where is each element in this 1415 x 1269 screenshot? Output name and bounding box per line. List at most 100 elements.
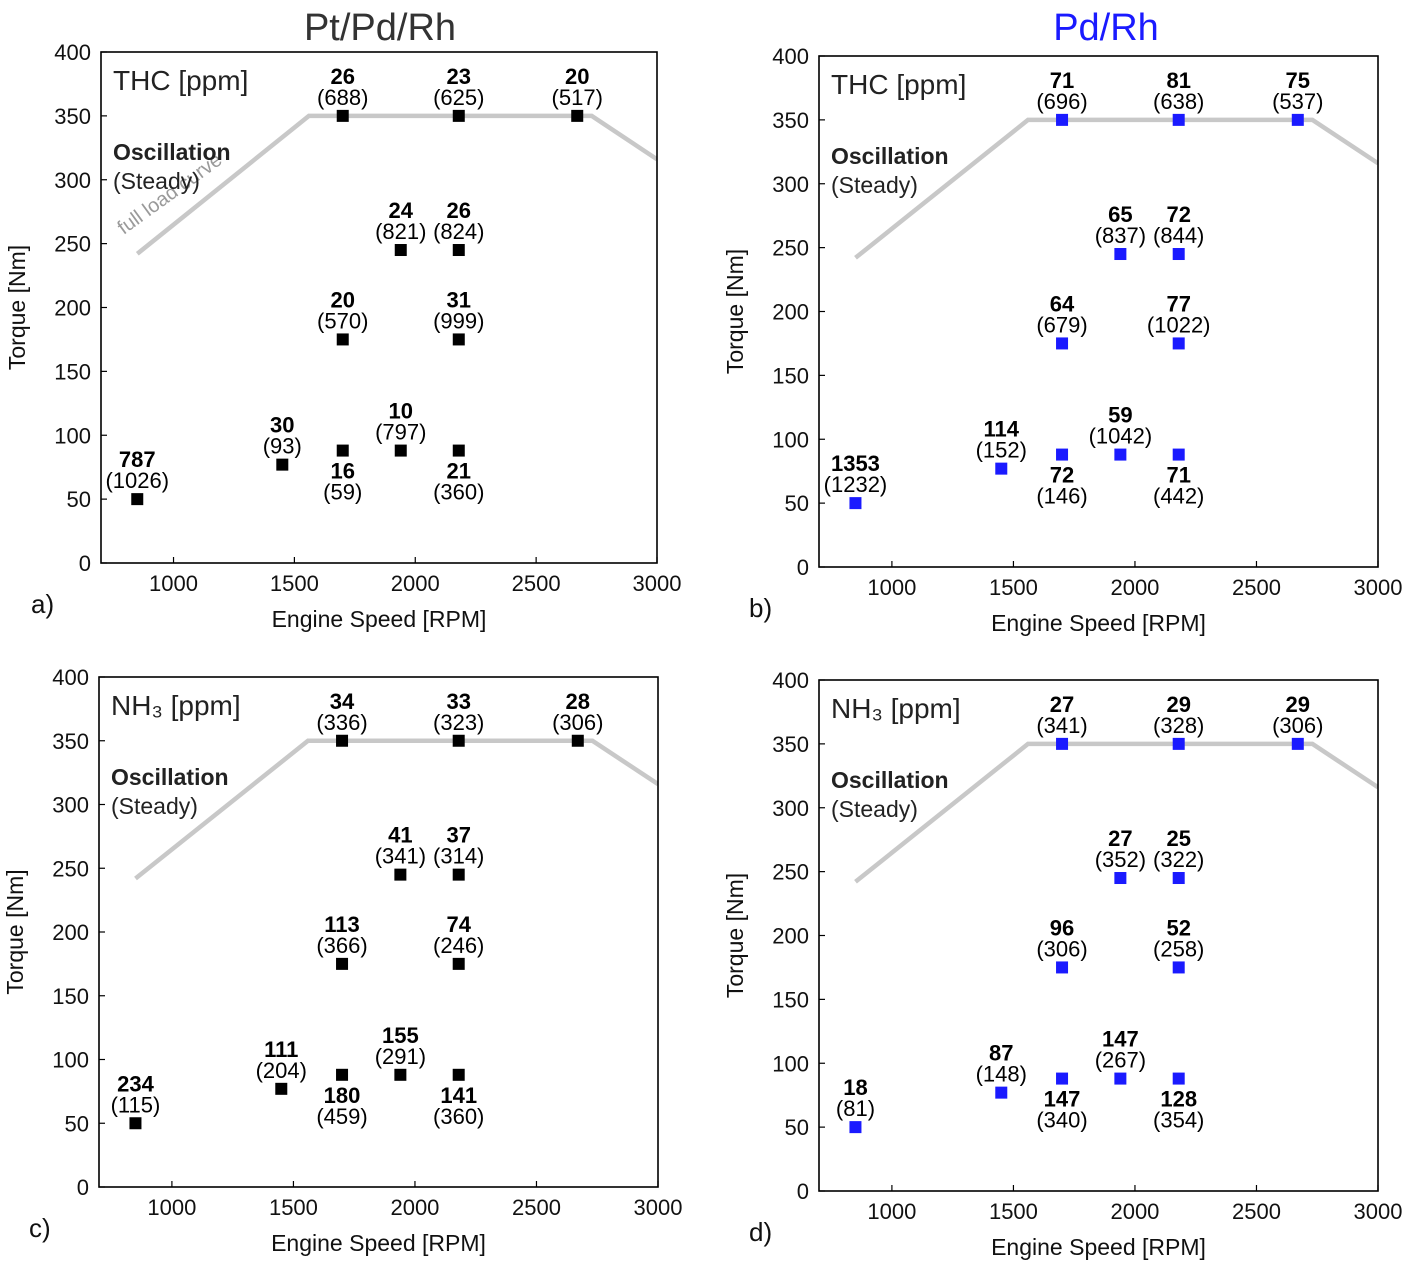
steady-label: (Steady): [831, 172, 918, 198]
y-axis-label: Torque [Nm]: [4, 245, 30, 370]
x-tick-label: 2500: [512, 571, 561, 596]
y-tick-label: 400: [52, 665, 89, 690]
x-tick-label: 2000: [390, 1195, 439, 1220]
data-point-marker: [129, 1117, 142, 1130]
y-tick-label: 250: [52, 856, 89, 881]
quantity-label: THC [ppm]: [113, 65, 248, 96]
data-point-marker: [1114, 448, 1127, 461]
data-point-value: 31: [447, 287, 471, 312]
data-point-marker: [394, 1068, 407, 1081]
oscillation-label: Oscillation: [831, 767, 949, 793]
y-tick-label: 300: [54, 168, 91, 193]
x-tick-label: 3000: [633, 571, 682, 596]
data-point-marker: [394, 244, 407, 257]
y-tick-label: 300: [772, 172, 809, 197]
data-point-value: 10: [389, 399, 413, 424]
x-tick-label: 1000: [147, 1195, 196, 1220]
y-tick-label: 100: [52, 1048, 89, 1073]
data-point-value: 28: [566, 689, 590, 714]
full-load-curve: [854, 741, 1378, 884]
data-point-value: 18: [843, 1075, 867, 1100]
y-tick-label: 200: [772, 924, 809, 949]
y-tick-label: 50: [65, 1111, 89, 1136]
data-point-value: 29: [1286, 692, 1310, 717]
data-point-paren-value: (81): [836, 1096, 875, 1121]
data-point-value: 27: [1050, 692, 1074, 717]
data-point-marker: [1056, 113, 1069, 126]
y-tick-label: 400: [772, 668, 809, 693]
data-point-value: 16: [330, 459, 354, 484]
data-point-marker: [571, 109, 584, 122]
y-tick-label: 350: [54, 104, 91, 129]
data-point-marker: [995, 462, 1008, 475]
data-point-marker: [452, 734, 465, 747]
data-point-paren-value: (341): [1036, 713, 1087, 738]
data-point-paren-value: (638): [1153, 89, 1204, 114]
data-point-paren-value: (1026): [105, 468, 169, 493]
data-point-marker: [1056, 448, 1069, 461]
y-tick-label: 400: [54, 40, 91, 65]
column-title-right: Pd/Rh: [1053, 7, 1159, 49]
steady-label: (Steady): [113, 168, 200, 194]
y-tick-label: 50: [67, 487, 91, 512]
data-point-value: 155: [382, 1023, 419, 1048]
data-point-paren-value: (115): [111, 1092, 161, 1117]
data-point-marker: [849, 497, 862, 510]
data-point-marker: [1172, 1072, 1185, 1085]
data-point-paren-value: (999): [433, 308, 484, 333]
oscillation-label: Oscillation: [113, 139, 231, 165]
axes-frame: [818, 55, 1379, 568]
y-tick-label: 100: [772, 1051, 809, 1076]
data-point-marker: [452, 109, 465, 122]
data-point-value: 147: [1102, 1027, 1139, 1052]
data-point-paren-value: (306): [552, 710, 603, 735]
data-point-value: 27: [1108, 826, 1132, 851]
data-point-paren-value: (1232): [824, 472, 888, 497]
data-point-paren-value: (246): [433, 933, 484, 958]
y-tick-label: 100: [54, 423, 91, 448]
data-point-paren-value: (291): [375, 1044, 426, 1069]
data-point-paren-value: (59): [323, 480, 362, 505]
full-load-curve: [135, 113, 657, 256]
data-point-paren-value: (459): [316, 1104, 367, 1129]
x-tick-label: 1500: [270, 571, 319, 596]
data-point-paren-value: (336): [316, 710, 367, 735]
data-point-paren-value: (93): [263, 434, 302, 459]
data-point-marker: [1291, 737, 1304, 750]
data-point-paren-value: (360): [433, 1104, 484, 1129]
data-point-marker: [131, 493, 144, 506]
data-point-value: 72: [1050, 463, 1074, 488]
data-point-paren-value: (688): [317, 85, 368, 110]
data-point-paren-value: (328): [1153, 713, 1204, 738]
data-point-paren-value: (258): [1153, 936, 1204, 961]
data-point-paren-value: (1022): [1147, 312, 1211, 337]
y-tick-label: 50: [785, 1115, 809, 1140]
data-point-marker: [276, 458, 289, 471]
data-point-value: 96: [1050, 915, 1074, 940]
data-point-value: 34: [330, 689, 355, 714]
x-tick-label: 2000: [1110, 1199, 1159, 1224]
y-tick-label: 0: [797, 1179, 809, 1204]
data-point-value: 37: [446, 823, 470, 848]
y-tick-label: 200: [52, 920, 89, 945]
data-point-paren-value: (844): [1153, 223, 1204, 248]
data-point-paren-value: (314): [433, 844, 484, 869]
data-point-marker: [1172, 337, 1185, 350]
data-point-marker: [1172, 872, 1185, 885]
data-point-marker: [452, 957, 465, 970]
data-point-value: 1353: [831, 451, 880, 476]
data-point-paren-value: (204): [256, 1058, 307, 1083]
data-point-paren-value: (1042): [1089, 424, 1153, 449]
axes-frame: [98, 676, 659, 1188]
data-point-paren-value: (146): [1036, 484, 1087, 509]
panel-letter: a): [31, 589, 54, 619]
data-point-marker: [336, 444, 349, 457]
data-point-paren-value: (797): [375, 420, 426, 445]
data-point-value: 30: [270, 413, 294, 438]
data-point-value: 26: [330, 64, 354, 89]
x-tick-label: 2500: [1232, 1199, 1281, 1224]
data-point-value: 29: [1166, 692, 1190, 717]
data-point-marker: [336, 957, 349, 970]
data-point-marker: [1172, 961, 1185, 974]
